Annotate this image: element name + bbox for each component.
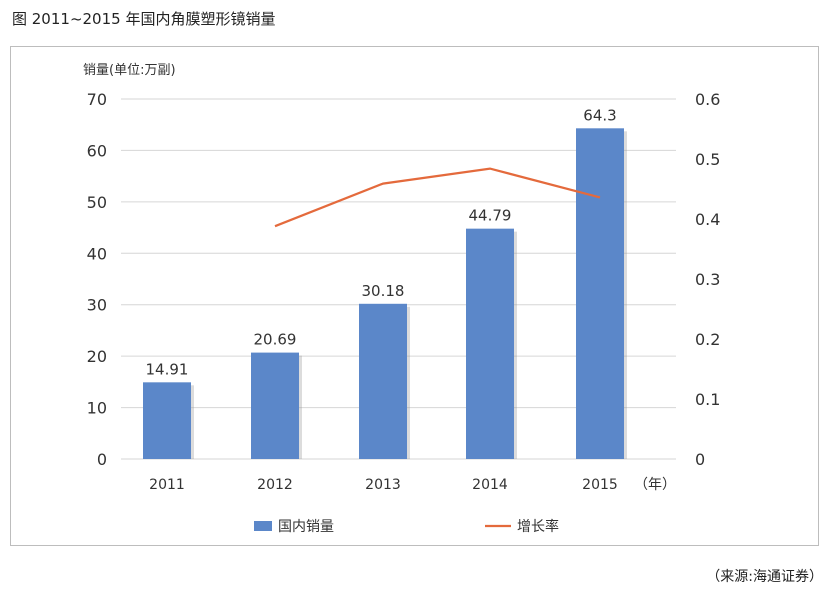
bar-data-label: 30.18 bbox=[362, 282, 405, 300]
y2-tick-label: 0.1 bbox=[695, 390, 720, 409]
x-tick-label: 2012 bbox=[257, 477, 293, 493]
legend-swatch-bar bbox=[254, 521, 272, 531]
y2-tick-label: 0 bbox=[695, 450, 705, 469]
bar-data-label: 14.91 bbox=[146, 360, 189, 378]
bar bbox=[359, 303, 407, 459]
bar bbox=[576, 128, 624, 460]
y-tick-label: 30 bbox=[87, 296, 107, 315]
legend-label-line: 增长率 bbox=[517, 518, 559, 535]
y-tick-label: 0 bbox=[97, 450, 107, 469]
y2-tick-label: 0.5 bbox=[695, 150, 720, 169]
source-note: （来源:海通证券） bbox=[706, 569, 823, 585]
y-tick-label: 70 bbox=[87, 90, 107, 109]
figure-title: 图 2011~2015 年国内角膜塑形镜销量 bbox=[12, 10, 276, 28]
bar-data-label: 64.3 bbox=[583, 106, 616, 124]
bar bbox=[251, 352, 299, 459]
y-tick-label: 20 bbox=[87, 347, 107, 366]
y2-tick-label: 0.2 bbox=[695, 330, 720, 349]
y-tick-label: 60 bbox=[87, 141, 107, 160]
x-tick-label: 2011 bbox=[149, 477, 185, 493]
growth-rate-line bbox=[274, 167, 601, 228]
x-axis-unit: （年） bbox=[634, 477, 676, 493]
y-tick-label: 10 bbox=[87, 399, 107, 418]
bar-data-label: 44.79 bbox=[469, 207, 512, 225]
bar-data-label: 20.69 bbox=[254, 331, 297, 349]
x-tick-label: 2013 bbox=[365, 477, 401, 493]
y-tick-label: 40 bbox=[87, 244, 107, 263]
y2-tick-label: 0.3 bbox=[695, 270, 720, 289]
chart-frame: 14.91 20.69 30.18 44.79 64.3 0 10 20 30 40 50 60 70… bbox=[10, 46, 819, 546]
x-tick-label: 2014 bbox=[472, 477, 508, 493]
legend-label-bar: 国内销量 bbox=[278, 519, 334, 535]
x-tick-label: 2015 bbox=[582, 477, 618, 493]
y-axis-title: 销量(单位:万副) bbox=[83, 63, 176, 78]
y-tick-label: 50 bbox=[87, 193, 107, 212]
y2-tick-label: 0.6 bbox=[695, 90, 720, 109]
bar bbox=[143, 382, 191, 459]
combo-chart: 14.91 20.69 30.18 44.79 64.3 0 10 20 30 40 50 60 70… bbox=[83, 63, 720, 535]
y2-tick-label: 0.4 bbox=[695, 210, 720, 229]
bar bbox=[466, 228, 514, 459]
